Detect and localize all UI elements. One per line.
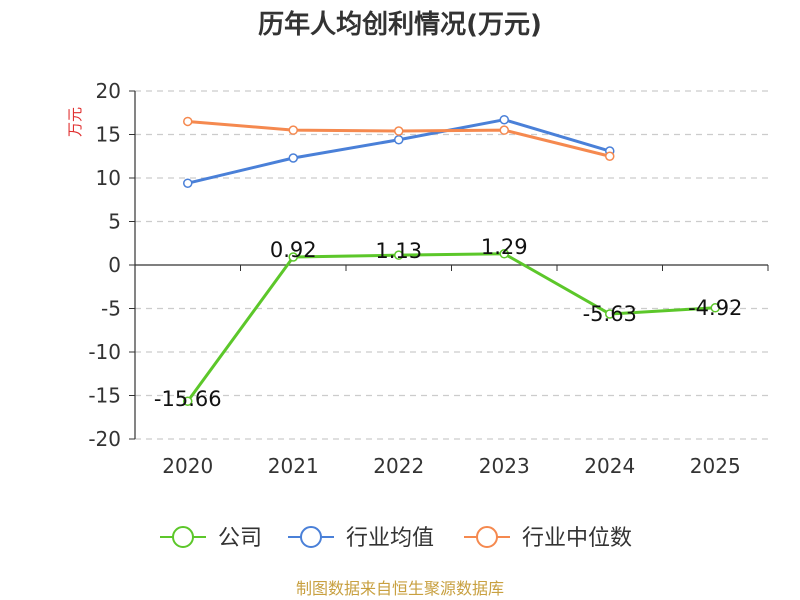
series-2-point-3 [499,125,509,135]
series-2-point-0 [183,116,193,127]
data-label-4: -5.63 [583,302,637,326]
legend-marker-0 [172,526,194,548]
y-tick-label-2: 10 [96,166,121,190]
series-line-0 [186,252,716,403]
y-tick-label-1: 15 [96,123,121,147]
y-tick-label-8: -20 [88,427,121,451]
data-label-5: -4.92 [688,296,742,320]
series-1-point-3 [499,114,509,125]
legend-marker-1 [300,526,322,548]
series-2-point-2 [394,126,404,136]
series-2-point-1 [288,125,298,135]
x-tick-label-5: 2025 [690,454,741,478]
series-2-point-4 [605,151,615,161]
x-tick-label-4: 2024 [584,454,635,478]
series-1-point-1 [288,153,298,163]
series-0-point-1 [288,252,298,262]
axes: 20 15 10 5 0 -5 -10 -15 -20 2020 2021 2022 2023 2024 2… [88,79,769,478]
series-0-point-2 [394,250,404,260]
y-tick-label-3: 5 [108,210,121,234]
legend-label-1: 行业均值 [346,526,434,551]
y-tick-label-5: -5 [101,297,121,321]
x-tick-label-0: 2020 [162,454,213,478]
source-note: 制图数据来自恒生聚源数据库 [296,579,504,598]
legend: 公司 行业均值 行业中位数 [160,526,632,551]
legend-label-0: 公司 [218,526,262,551]
x-tick-label-2: 2022 [373,454,424,478]
x-tick-label-3: 2023 [479,454,530,478]
y-tick-label-7: -15 [88,384,121,408]
data-label-3: 1.29 [481,235,528,259]
legend-marker-2 [476,526,498,548]
series-1-point-0 [183,178,193,188]
series-lines [183,114,720,406]
y-tick-label-4: 0 [108,253,121,277]
y-tick-label-6: -10 [88,340,121,364]
y-axis-label: 万元 [66,107,84,137]
series-0-point-4 [605,309,615,319]
series-0-point-3 [499,249,509,259]
y-tick-label-0: 20 [96,79,121,103]
series-1-point-2 [394,134,404,145]
data-label-2: 1.13 [375,239,422,263]
chart-title: 历年人均创利情况(万元) [258,9,542,40]
data-labels: -15.66 0.92 1.13 1.29 -5.63 -4.92 [154,235,743,411]
data-label-1: 0.92 [270,238,317,262]
data-label-0: -15.66 [154,387,222,411]
series-0-point-0 [183,396,193,406]
series-0-point-5 [710,303,720,313]
legend-label-2: 行业中位数 [522,526,632,551]
x-tick-label-1: 2021 [268,454,319,478]
